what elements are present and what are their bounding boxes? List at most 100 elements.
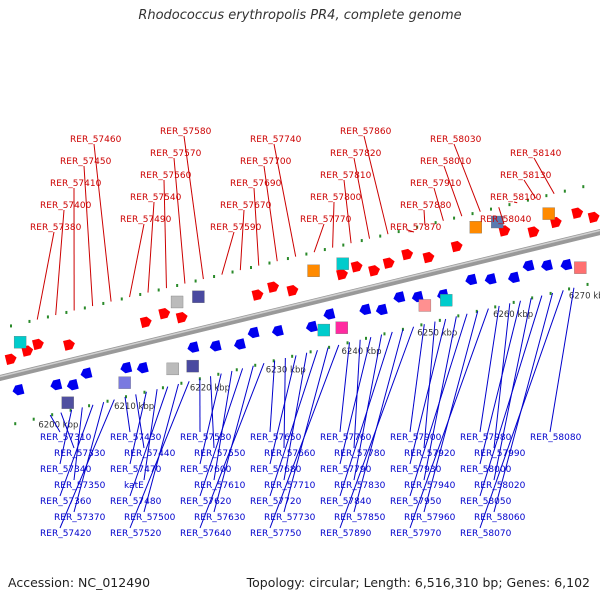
forward-gene-label: RER_57670: [220, 201, 272, 211]
forward-leader-line: [363, 135, 389, 235]
reverse-tick: [568, 287, 571, 291]
forward-gene-arrow: [286, 285, 299, 297]
forward-leader-line: [498, 207, 505, 225]
forward-tick: [231, 270, 234, 274]
forward-tick: [342, 243, 345, 247]
forward-gene-arrow: [267, 281, 280, 293]
forward-gene-arrow: [571, 207, 584, 219]
reverse-gene-label: RER_58000: [460, 465, 512, 475]
reverse-leader-line: [353, 329, 404, 513]
reverse-gene-label: RER_57920: [404, 449, 456, 459]
forward-gene-label: RER_57880: [400, 201, 452, 211]
forward-tick: [323, 248, 326, 252]
forward-tick: [268, 261, 271, 265]
reverse-gene-label: RER_58050: [460, 497, 512, 507]
reverse-gene-label: RER_57840: [320, 497, 372, 507]
reverse-leader-line: [339, 337, 372, 465]
reverse-gene-label: RER_57950: [390, 497, 442, 507]
reverse-gene-label: RER_57640: [180, 529, 232, 539]
reverse-tick: [69, 408, 72, 412]
reverse-gene-arrow: [541, 259, 553, 271]
feature-block: [170, 295, 184, 309]
forward-gene-label: RER_57570: [150, 149, 202, 159]
reverse-tick: [254, 363, 257, 367]
reverse-tick: [328, 345, 331, 349]
reverse-gene-label: RER_57340: [40, 465, 92, 475]
forward-tick: [563, 189, 566, 193]
forward-gene-label: RER_58030: [430, 135, 482, 145]
reverse-tick: [438, 318, 441, 322]
forward-leader-line: [93, 143, 112, 302]
accession-label: Accession: NC_012490: [8, 575, 151, 590]
reverse-leader-line: [493, 292, 554, 513]
forward-gene-arrow: [63, 339, 75, 351]
reverse-tick: [420, 323, 423, 327]
forward-gene-label: RER_57490: [120, 215, 172, 225]
forward-gene-arrow: [401, 248, 414, 261]
reverse-leader-line: [479, 295, 543, 497]
reverse-tick: [106, 399, 109, 403]
reverse-tick: [272, 359, 275, 363]
reverse-gene-label: RER_57790: [320, 465, 372, 475]
reverse-gene-label: RER_58020: [474, 481, 526, 491]
forward-tick: [65, 310, 68, 314]
reverse-leader-line: [409, 313, 468, 497]
reverse-tick: [51, 413, 54, 417]
reverse-tick: [14, 422, 17, 426]
scale-label: 6230 kbp: [266, 365, 306, 375]
reverse-tick: [494, 305, 497, 309]
forward-gene-label: RER_57380: [30, 223, 82, 233]
reverse-gene-label: RER_57330: [54, 449, 106, 459]
scale-label: 6210 kbp: [114, 402, 154, 412]
forward-tick: [397, 230, 400, 234]
forward-tick: [28, 319, 31, 323]
reverse-leader-line: [73, 407, 83, 481]
reverse-tick: [346, 341, 349, 345]
forward-leader-line: [173, 157, 186, 284]
reverse-gene-label: RER_57680: [250, 465, 302, 475]
reverse-gene-label: RER_57710: [264, 481, 316, 491]
reverse-leader-line: [143, 389, 158, 481]
forward-gene-arrow: [4, 353, 17, 365]
forward-tick: [416, 225, 419, 229]
forward-tick: [102, 301, 105, 305]
forward-gene-arrow: [251, 289, 264, 301]
forward-tick: [379, 234, 382, 238]
reverse-tick: [475, 309, 478, 313]
forward-leader-line: [221, 231, 235, 275]
reverse-leader-line: [129, 386, 169, 497]
reverse-gene-arrow: [323, 308, 336, 320]
forward-tick: [526, 198, 529, 202]
forward-tick: [213, 275, 216, 279]
reverse-gene-arrow: [522, 259, 535, 272]
reverse-gene-label: RER_57900: [390, 433, 442, 443]
reverse-gene-arrow: [66, 378, 79, 391]
forward-gene-label: RER_57460: [70, 135, 122, 145]
reverse-gene-arrow: [50, 378, 63, 391]
reverse-leader-line: [409, 324, 425, 433]
reverse-gene-label: RER_57550: [194, 449, 246, 459]
feature-block: [307, 264, 320, 277]
forward-leader-line: [443, 165, 463, 217]
reverse-tick: [88, 404, 91, 408]
forward-gene-label: RER_57740: [250, 135, 302, 145]
reverse-gene-label: RER_57600: [180, 465, 232, 475]
reverse-leader-line: [59, 399, 115, 529]
reverse-gene-label: RER_57440: [124, 449, 176, 459]
forward-gene-label: RER_57560: [140, 171, 192, 181]
reverse-leader-line: [409, 308, 489, 529]
forward-leader-line: [533, 157, 555, 195]
reverse-gene-arrow: [271, 324, 284, 337]
reverse-leader-line: [129, 381, 190, 529]
reverse-gene-label: RER_57420: [40, 529, 92, 539]
forward-leader-line: [353, 157, 371, 239]
scale-label: 6250 kbp: [417, 328, 457, 338]
forward-leader-line: [147, 201, 155, 293]
forward-gene-label: RER_58040: [480, 215, 532, 225]
forward-gene-label: RER_57690: [230, 179, 282, 189]
forward-leader-line: [453, 143, 481, 212]
reverse-gene-arrow: [359, 303, 372, 316]
feature-block: [317, 323, 331, 337]
feature-block: [440, 294, 453, 307]
reverse-leader-line: [199, 368, 244, 497]
